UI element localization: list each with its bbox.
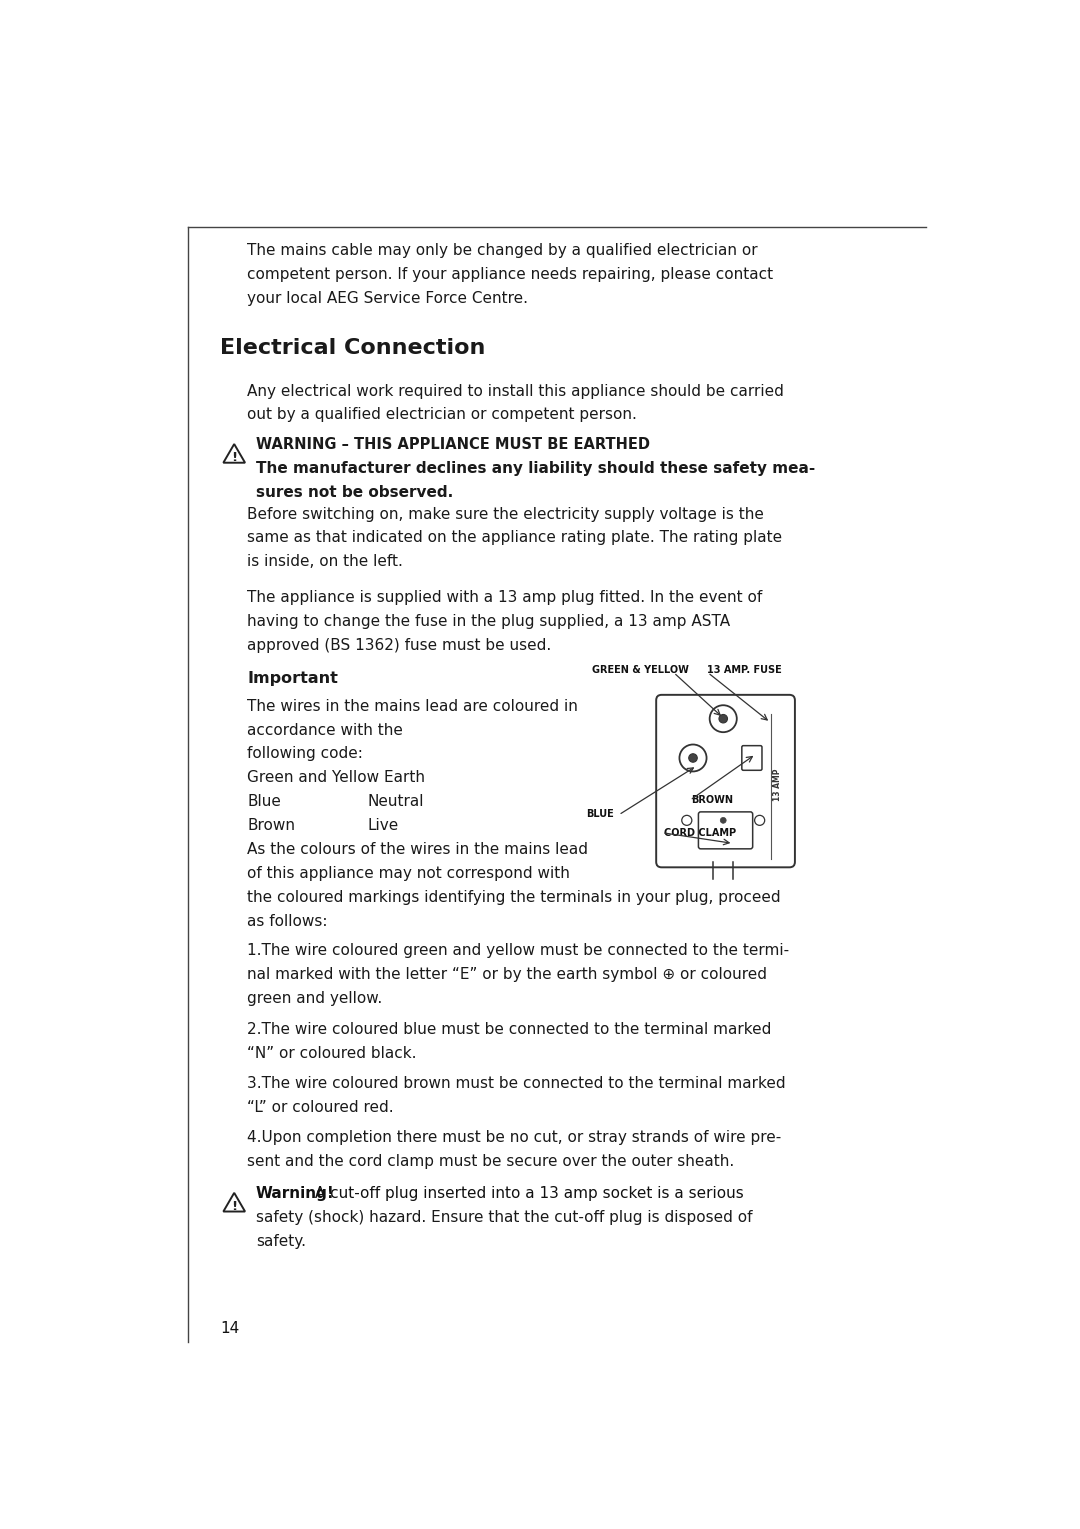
Text: Brown: Brown xyxy=(247,818,295,833)
FancyBboxPatch shape xyxy=(657,694,795,867)
Text: !: ! xyxy=(231,451,238,463)
Text: competent person. If your appliance needs repairing, please contact: competent person. If your appliance need… xyxy=(247,266,773,281)
Text: Neutral: Neutral xyxy=(367,794,424,809)
Text: 1.The wire coloured green and yellow must be connected to the termi-: 1.The wire coloured green and yellow mus… xyxy=(247,943,789,959)
Text: following code:: following code: xyxy=(247,746,363,761)
Text: having to change the fuse in the plug supplied, a 13 amp ASTA: having to change the fuse in the plug su… xyxy=(247,615,730,628)
Text: as follows:: as follows: xyxy=(247,913,328,928)
Circle shape xyxy=(719,714,728,723)
Circle shape xyxy=(689,754,698,763)
Text: Electrical Connection: Electrical Connection xyxy=(220,338,486,358)
Text: As the colours of the wires in the mains lead: As the colours of the wires in the mains… xyxy=(247,842,589,856)
Text: GREEN & YELLOW: GREEN & YELLOW xyxy=(592,665,689,676)
Circle shape xyxy=(720,818,726,823)
Text: The manufacturer declines any liability should these safety mea-: The manufacturer declines any liability … xyxy=(256,462,815,476)
Text: BROWN: BROWN xyxy=(691,795,733,806)
Text: green and yellow.: green and yellow. xyxy=(247,991,382,1006)
Text: !: ! xyxy=(231,1200,238,1212)
Text: Any electrical work required to install this appliance should be carried: Any electrical work required to install … xyxy=(247,384,784,399)
Text: Green and Yellow Earth: Green and Yellow Earth xyxy=(247,771,426,786)
Text: 4.Upon completion there must be no cut, or stray strands of wire pre-: 4.Upon completion there must be no cut, … xyxy=(247,1130,782,1145)
Text: Important: Important xyxy=(247,671,338,687)
Text: Live: Live xyxy=(367,818,399,833)
Text: nal marked with the letter “E” or by the earth symbol ⊕ or coloured: nal marked with the letter “E” or by the… xyxy=(247,968,768,982)
Text: 13 AMP. FUSE: 13 AMP. FUSE xyxy=(707,665,782,676)
Text: The appliance is supplied with a 13 amp plug fitted. In the event of: The appliance is supplied with a 13 amp … xyxy=(247,590,762,605)
Text: 3.The wire coloured brown must be connected to the terminal marked: 3.The wire coloured brown must be connec… xyxy=(247,1076,786,1092)
Text: of this appliance may not correspond with: of this appliance may not correspond wit… xyxy=(247,865,570,881)
Text: 14: 14 xyxy=(220,1321,240,1336)
Text: same as that indicated on the appliance rating plate. The rating plate: same as that indicated on the appliance … xyxy=(247,531,783,546)
Text: your local AEG Service Force Centre.: your local AEG Service Force Centre. xyxy=(247,291,528,306)
Text: accordance with the: accordance with the xyxy=(247,723,403,737)
Text: 13 AMP: 13 AMP xyxy=(773,769,782,801)
FancyBboxPatch shape xyxy=(699,812,753,849)
Text: 2.The wire coloured blue must be connected to the terminal marked: 2.The wire coloured blue must be connect… xyxy=(247,1021,772,1037)
Text: Warning!: Warning! xyxy=(256,1187,335,1202)
Text: “N” or coloured black.: “N” or coloured black. xyxy=(247,1046,417,1061)
Text: safety (shock) hazard. Ensure that the cut-off plug is disposed of: safety (shock) hazard. Ensure that the c… xyxy=(256,1209,753,1225)
Text: Blue: Blue xyxy=(247,794,281,809)
Text: CORD CLAMP: CORD CLAMP xyxy=(663,829,735,838)
Text: sures not be observed.: sures not be observed. xyxy=(256,485,454,500)
Text: safety.: safety. xyxy=(256,1234,306,1249)
Text: Before switching on, make sure the electricity supply voltage is the: Before switching on, make sure the elect… xyxy=(247,506,765,521)
Text: BLUE: BLUE xyxy=(586,809,613,820)
Text: WARNING – THIS APPLIANCE MUST BE EARTHED: WARNING – THIS APPLIANCE MUST BE EARTHED xyxy=(256,437,650,453)
Text: sent and the cord clamp must be secure over the outer sheath.: sent and the cord clamp must be secure o… xyxy=(247,1154,734,1170)
Text: The wires in the mains lead are coloured in: The wires in the mains lead are coloured… xyxy=(247,699,578,714)
Text: the coloured markings identifying the terminals in your plug, proceed: the coloured markings identifying the te… xyxy=(247,890,781,905)
Text: “L” or coloured red.: “L” or coloured red. xyxy=(247,1099,394,1115)
Text: is inside, on the left.: is inside, on the left. xyxy=(247,555,403,569)
FancyBboxPatch shape xyxy=(742,746,762,771)
Text: The mains cable may only be changed by a qualified electrician or: The mains cable may only be changed by a… xyxy=(247,243,758,258)
Text: approved (BS 1362) fuse must be used.: approved (BS 1362) fuse must be used. xyxy=(247,638,552,653)
Text: out by a qualified electrician or competent person.: out by a qualified electrician or compet… xyxy=(247,407,637,422)
Text: A cut-off plug inserted into a 13 amp socket is a serious: A cut-off plug inserted into a 13 amp so… xyxy=(310,1187,744,1202)
